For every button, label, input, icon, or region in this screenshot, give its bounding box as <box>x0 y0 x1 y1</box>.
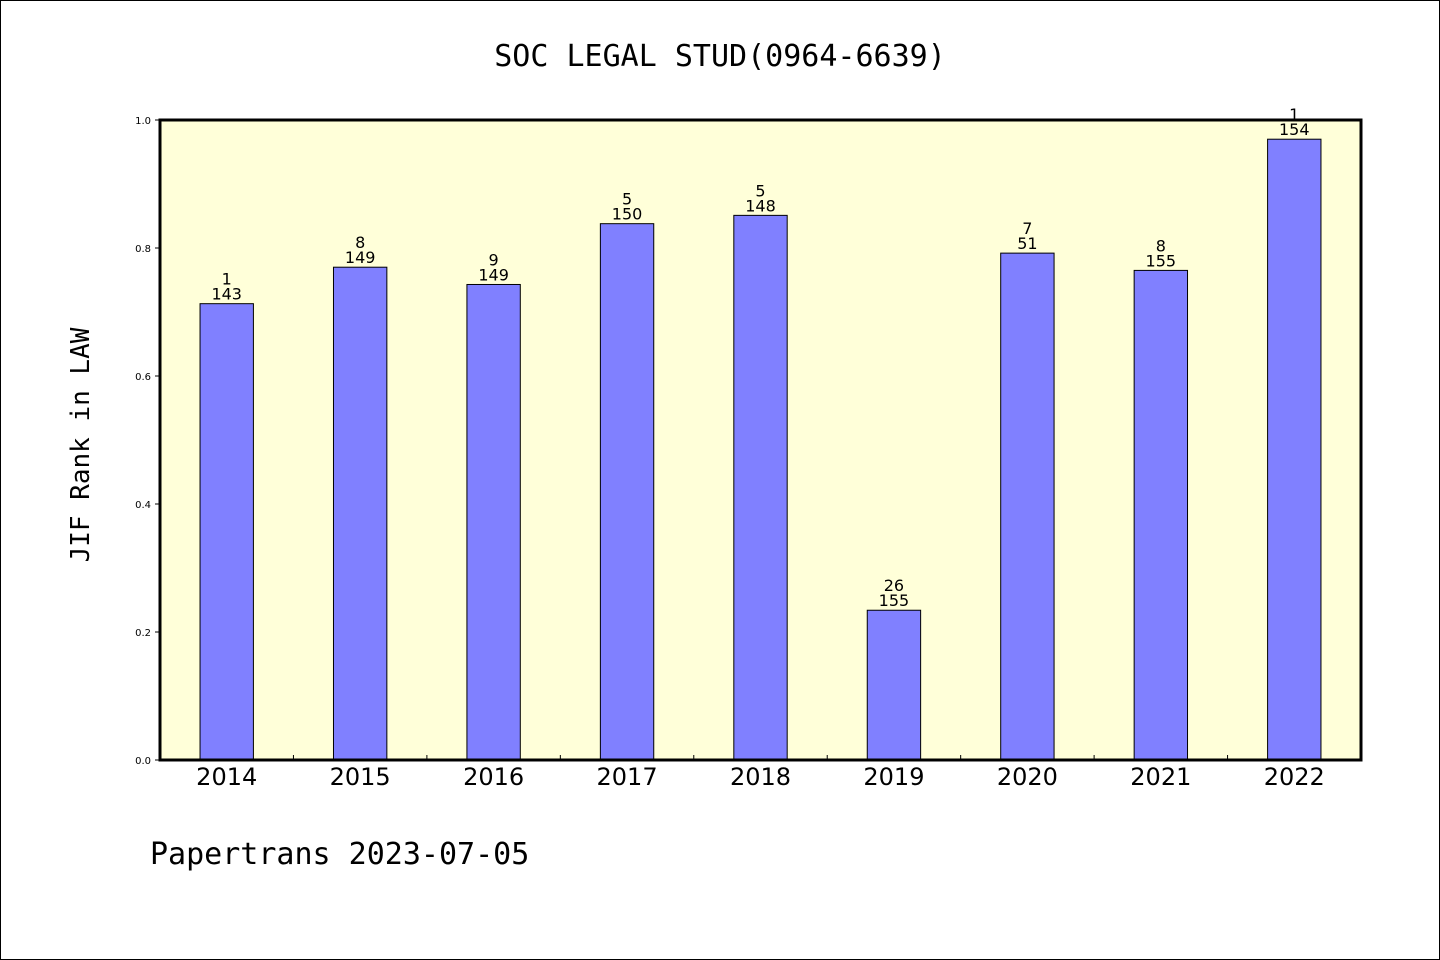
x-tick-label-2022: 2022 <box>1264 763 1325 791</box>
bar-label-rank-2017: 5 <box>622 190 632 209</box>
y-tick-label: 0.4 <box>135 500 151 511</box>
bar-label-rank-2015: 8 <box>355 233 365 252</box>
bar-2014 <box>199 303 254 761</box>
x-tick-label-2020: 2020 <box>997 763 1058 791</box>
bar-2022 <box>1267 138 1322 761</box>
bar-label-rank-2019: 26 <box>884 576 904 595</box>
bar-2016 <box>466 283 521 761</box>
bar-label-total-2015: 149 <box>345 248 376 267</box>
bar-2021 <box>1133 269 1189 761</box>
y-tick-label: 0.8 <box>135 244 151 255</box>
x-tick-label-2014: 2014 <box>196 763 257 791</box>
x-tick-label-2017: 2017 <box>597 763 658 791</box>
bar-label-total-2016: 149 <box>478 265 509 284</box>
bar-2019 <box>866 609 922 761</box>
bar-label-rank-2022: 1 <box>1289 105 1299 124</box>
x-tick-label-2015: 2015 <box>330 763 391 791</box>
bar-label-rank-2020: 7 <box>1022 219 1032 238</box>
x-tick-label-2018: 2018 <box>730 763 791 791</box>
x-tick-label-2016: 2016 <box>463 763 524 791</box>
bar-2018 <box>733 214 788 761</box>
bar-label-total-2017: 150 <box>612 205 643 224</box>
footer-text: Papertrans 2023-07-05 <box>150 837 529 872</box>
y-tick-label: 1.0 <box>135 116 151 127</box>
bar-label-total-2014: 143 <box>211 285 242 304</box>
bar-label-rank-2016: 9 <box>489 250 499 269</box>
chart-title: SOC LEGAL STUD(0964-6639) <box>494 39 946 74</box>
bar-label-total-2020: 51 <box>1017 234 1037 253</box>
bar-label-total-2018: 148 <box>745 196 776 215</box>
bar-2020 <box>1000 252 1055 761</box>
bar-2017 <box>599 223 655 761</box>
plot-border <box>158 118 1363 762</box>
y-tick-label: 0.6 <box>135 372 151 383</box>
bar-label-rank-2021: 8 <box>1156 236 1166 255</box>
y-tick-label: 0.0 <box>135 756 151 767</box>
bar-label-total-2021: 155 <box>1146 251 1177 270</box>
bar-label-total-2022: 154 <box>1279 120 1310 139</box>
bar-2015 <box>332 266 388 761</box>
x-axis-ticks: 2014 2015 2016 2017 2018 2019 2020 2021 2022 <box>196 755 1325 791</box>
x-tick-label-2019: 2019 <box>863 763 924 791</box>
y-tick-label: 0.2 <box>135 628 151 639</box>
bar-label-rank-2014: 1 <box>222 270 232 289</box>
y-axis-ticks: 0.0 0.2 0.4 0.6 0.8 1.0 <box>135 116 160 767</box>
y-axis-label: JIF Rank in LAW <box>66 327 96 562</box>
bar-label-total-2019: 155 <box>879 591 910 610</box>
x-tick-label-2021: 2021 <box>1130 763 1191 791</box>
bar-label-rank-2018: 5 <box>755 181 765 200</box>
